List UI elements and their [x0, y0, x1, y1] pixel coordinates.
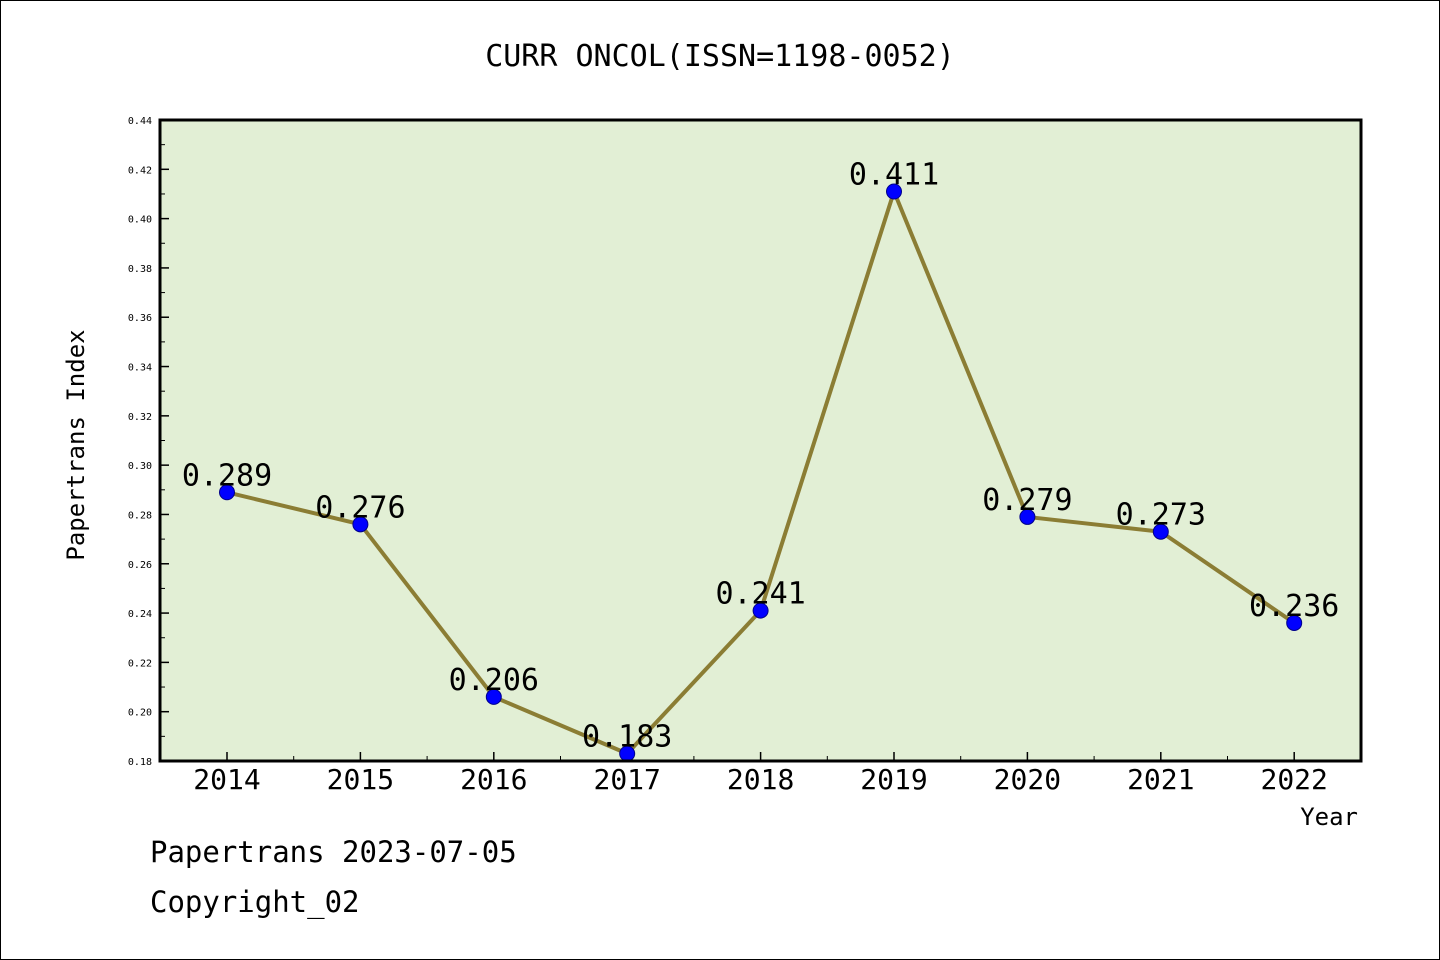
data-point-marker	[1286, 614, 1303, 631]
data-label: 0.279	[982, 483, 1072, 518]
data-markers	[219, 183, 1303, 762]
y-tick-label: 0.38	[128, 264, 152, 275]
data-label: 0.183	[582, 720, 672, 755]
y-tick-label: 0.18	[128, 757, 152, 768]
data-label: 0.289	[182, 458, 272, 493]
chart-title: CURR ONCOL(ISSN=1198-0052)	[485, 39, 955, 74]
x-axis-ticks: 2014 2015 2016 2017 2018 2019 2020 2021 2022	[193, 752, 1328, 796]
y-tick-label: 0.30	[128, 461, 152, 472]
x-tick-label: 2014	[193, 763, 260, 796]
x-tick-label: 2022	[1260, 763, 1327, 796]
x-tick-label: 2020	[994, 763, 1061, 796]
x-axis-label: Year	[1300, 803, 1358, 831]
y-tick-label: 0.34	[128, 363, 152, 374]
data-point-marker	[1019, 508, 1036, 525]
x-tick-label: 2016	[460, 763, 527, 796]
y-tick-label: 0.32	[128, 412, 152, 423]
y-tick-label: 0.26	[128, 560, 152, 571]
y-tick-label: 0.44	[128, 116, 152, 127]
data-point-marker	[1152, 523, 1169, 540]
data-label: 0.273	[1116, 498, 1206, 533]
x-tick-label: 2019	[860, 763, 927, 796]
y-axis-ticks: 0.18 0.20 0.22 0.24 0.26 0.28 0.30 0.32 0.34 0.36…	[128, 116, 169, 768]
footer-copyright: Copyright_02	[150, 885, 360, 919]
x-tick-label: 2017	[593, 763, 660, 796]
data-point-marker	[485, 688, 502, 705]
y-tick-label: 0.24	[128, 609, 152, 620]
data-point-marker	[752, 602, 769, 619]
x-tick-label: 2021	[1127, 763, 1194, 796]
data-point-marker	[352, 516, 369, 533]
data-label: 0.276	[315, 490, 405, 525]
data-labels: 0.289 0.276 0.206 0.183 0.241 0.411 0.279 0.273…	[182, 157, 1340, 754]
y-tick-label: 0.36	[128, 313, 152, 324]
y-tick-label: 0.22	[128, 658, 152, 669]
y-tick-label: 0.20	[128, 708, 152, 719]
x-tick-label: 2015	[327, 763, 394, 796]
data-label: 0.206	[449, 663, 539, 698]
data-label: 0.411	[849, 157, 939, 192]
data-point-marker	[886, 183, 902, 200]
y-axis-label: Papertrans Index	[62, 329, 90, 560]
plot-border	[158, 118, 1363, 763]
plot-area	[160, 120, 1361, 761]
data-label: 0.241	[715, 577, 805, 612]
x-tick-label: 2018	[727, 763, 794, 796]
data-label: 0.236	[1249, 589, 1339, 624]
y-tick-label: 0.40	[128, 215, 152, 226]
y-tick-label: 0.42	[128, 165, 152, 176]
y-tick-label: 0.28	[128, 510, 152, 521]
data-point-marker	[219, 484, 235, 501]
footer-date: Papertrans 2023-07-05	[150, 835, 517, 869]
